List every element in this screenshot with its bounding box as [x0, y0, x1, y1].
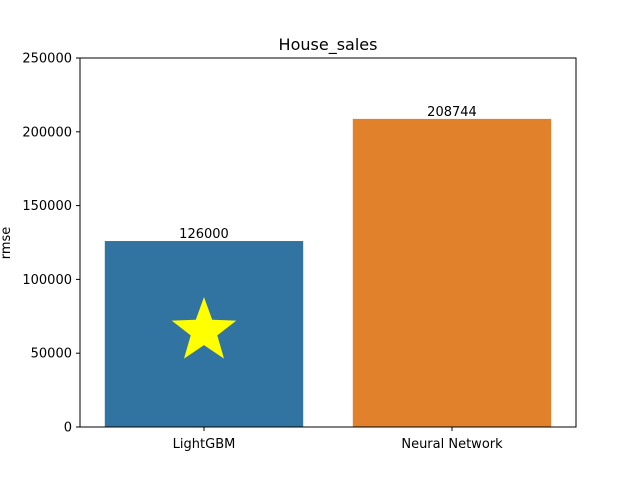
plot-area: 0 50000 100000 150000 200000 250000 LightGBM 12…	[22, 52, 552, 452]
y-axis-label: rmse	[0, 227, 14, 260]
data-label: 208744	[427, 105, 477, 120]
star-icon	[171, 297, 237, 359]
y-tick-label: 200000	[22, 125, 72, 140]
y-tick-label: 0	[64, 421, 72, 436]
x-tick-label: LightGBM	[173, 437, 236, 452]
x-tick-label: Neural Network	[401, 437, 503, 452]
axes-frame	[79, 57, 577, 428]
y-tick-label: 250000	[22, 52, 72, 67]
y-tick-label: 50000	[31, 347, 72, 362]
y-tick-label: 150000	[22, 199, 72, 214]
bar-neural-network	[352, 118, 552, 427]
chart-title: House_sales	[279, 35, 378, 55]
data-label: 126000	[179, 227, 229, 242]
y-tick-label: 100000	[22, 273, 72, 288]
